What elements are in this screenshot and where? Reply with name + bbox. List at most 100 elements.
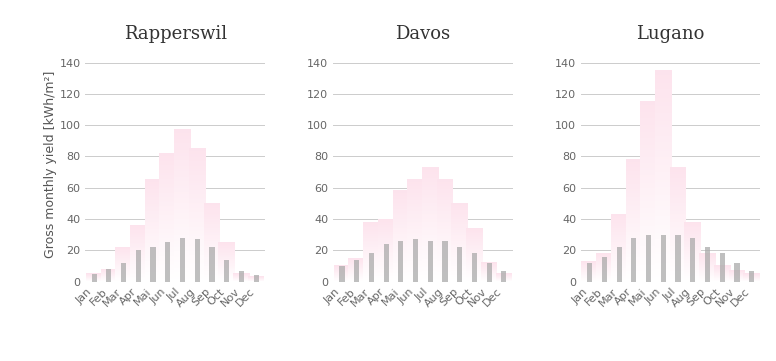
Bar	[394, 209, 407, 210]
Bar	[643, 190, 654, 192]
Bar	[407, 190, 424, 191]
Bar	[730, 279, 744, 280]
Bar	[743, 274, 760, 275]
Bar	[424, 168, 436, 170]
Bar	[379, 232, 393, 234]
Bar	[133, 270, 144, 271]
Bar	[671, 186, 685, 188]
Bar	[629, 247, 639, 249]
Bar	[733, 280, 741, 281]
Bar	[248, 278, 265, 279]
Bar	[670, 226, 686, 228]
Bar	[335, 270, 349, 271]
Bar	[717, 279, 728, 280]
Bar	[439, 198, 450, 199]
Bar	[236, 274, 247, 275]
Bar	[101, 277, 117, 278]
Bar	[485, 279, 494, 280]
Bar	[599, 263, 610, 264]
Bar	[134, 236, 142, 237]
Bar	[583, 264, 597, 265]
Bar	[174, 157, 191, 159]
Bar	[223, 247, 230, 248]
Bar	[145, 259, 161, 260]
Bar	[422, 216, 438, 218]
Bar	[702, 253, 713, 254]
Bar	[410, 273, 421, 274]
Bar	[456, 264, 464, 265]
Bar	[252, 278, 260, 279]
Bar	[208, 260, 216, 261]
Bar	[378, 248, 394, 249]
Bar	[382, 256, 390, 257]
Bar	[670, 231, 686, 232]
Bar	[673, 248, 684, 249]
Bar	[615, 274, 623, 275]
Bar	[732, 281, 743, 282]
Bar	[660, 167, 667, 170]
Bar	[396, 190, 407, 192]
Bar	[611, 261, 628, 262]
Bar	[177, 242, 188, 244]
Bar	[643, 146, 654, 148]
Bar	[701, 276, 715, 277]
Bar	[378, 242, 394, 243]
Bar	[469, 262, 480, 263]
Bar	[206, 250, 217, 251]
Bar	[437, 193, 453, 195]
Bar	[164, 229, 171, 230]
Bar	[162, 230, 173, 231]
Bar	[134, 243, 142, 244]
Bar	[496, 278, 512, 279]
Bar	[90, 279, 99, 280]
Bar	[470, 231, 479, 232]
Bar	[500, 277, 508, 278]
Bar	[102, 269, 116, 270]
Bar	[160, 161, 176, 162]
Bar	[630, 273, 638, 274]
Bar	[193, 159, 201, 161]
Bar	[611, 220, 628, 221]
Bar	[203, 231, 220, 232]
Bar	[732, 277, 743, 278]
Bar	[671, 280, 685, 282]
Bar	[599, 263, 610, 264]
Bar	[233, 274, 250, 275]
Bar	[348, 265, 365, 266]
Bar	[175, 198, 189, 200]
Bar	[407, 262, 424, 263]
Bar	[248, 281, 265, 282]
Bar	[363, 260, 379, 261]
Bar	[208, 244, 216, 245]
Bar	[718, 267, 726, 268]
Bar	[612, 261, 626, 262]
Bar	[612, 243, 626, 244]
Bar	[189, 156, 206, 158]
Bar	[598, 268, 611, 269]
Bar	[220, 254, 234, 255]
Bar	[424, 248, 437, 249]
Bar	[642, 260, 656, 262]
Bar	[482, 264, 496, 265]
Bar	[397, 278, 405, 279]
Bar	[627, 209, 641, 211]
Bar	[164, 250, 171, 252]
Bar	[614, 275, 625, 276]
Bar	[656, 101, 670, 104]
Bar	[335, 265, 349, 266]
Bar	[190, 212, 204, 214]
Bar	[615, 236, 623, 237]
Bar	[394, 217, 407, 218]
Bar	[500, 273, 508, 274]
Bar	[688, 229, 698, 230]
Bar	[189, 276, 206, 278]
Bar	[409, 187, 422, 188]
Bar	[409, 231, 422, 233]
Bar	[178, 146, 186, 148]
Bar	[223, 271, 230, 272]
Bar	[689, 238, 697, 239]
Bar	[366, 264, 377, 265]
Bar	[684, 225, 701, 226]
Bar	[611, 274, 628, 275]
Bar	[714, 271, 730, 272]
